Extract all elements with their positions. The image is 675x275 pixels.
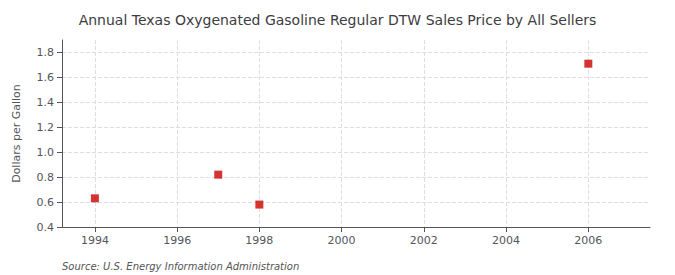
svg-text:Source: U.S. Energy Informatio: Source: U.S. Energy Information Administ… <box>62 261 299 272</box>
svg-text:Annual Texas Oxygenated Gasoli: Annual Texas Oxygenated Gasoline Regular… <box>79 12 597 28</box>
svg-text:2006: 2006 <box>574 234 602 247</box>
svg-text:2000: 2000 <box>328 234 356 247</box>
svg-text:1.8: 1.8 <box>37 46 55 59</box>
svg-text:1.2: 1.2 <box>37 121 55 134</box>
svg-text:0.8: 0.8 <box>37 171 55 184</box>
svg-text:1.0: 1.0 <box>37 146 55 159</box>
svg-text:2002: 2002 <box>410 234 438 247</box>
svg-text:0.6: 0.6 <box>37 196 55 209</box>
svg-text:1.6: 1.6 <box>37 71 55 84</box>
svg-text:1994: 1994 <box>81 234 109 247</box>
svg-text:Dollars per Gallon: Dollars per Gallon <box>10 84 23 183</box>
svg-text:1998: 1998 <box>245 234 273 247</box>
svg-text:1996: 1996 <box>163 234 191 247</box>
svg-text:2004: 2004 <box>492 234 520 247</box>
svg-text:1.4: 1.4 <box>37 96 55 109</box>
svg-text:0.4: 0.4 <box>37 221 55 234</box>
